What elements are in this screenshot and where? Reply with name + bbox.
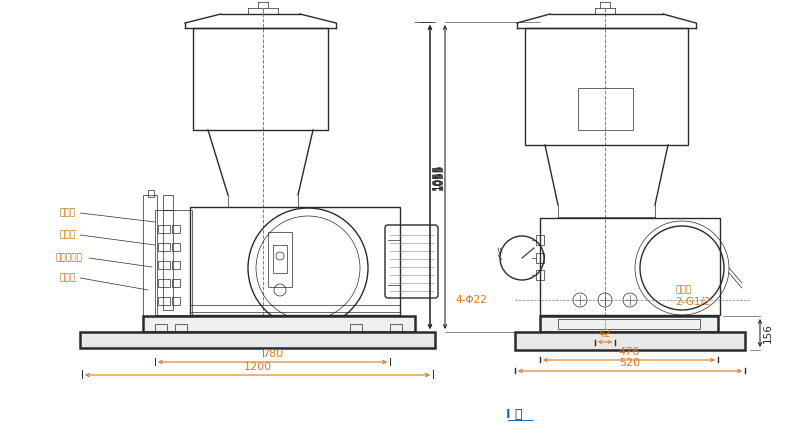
Bar xyxy=(350,324,362,332)
Bar xyxy=(525,28,688,145)
Bar xyxy=(80,332,435,348)
Bar xyxy=(190,207,400,315)
Bar xyxy=(536,235,544,245)
Text: 二位四通阀: 二位四通阀 xyxy=(55,253,82,263)
Bar xyxy=(536,253,544,263)
Text: 溢流阀: 溢流阀 xyxy=(60,208,76,218)
Text: 1200: 1200 xyxy=(243,362,272,372)
Bar xyxy=(558,319,700,329)
Bar xyxy=(158,279,170,287)
Text: 出油口: 出油口 xyxy=(675,285,691,295)
Bar xyxy=(175,324,187,332)
Bar xyxy=(158,243,170,251)
Bar xyxy=(143,316,415,332)
Bar xyxy=(172,297,180,305)
Bar xyxy=(172,225,180,233)
Text: 1055: 1055 xyxy=(435,164,445,190)
Text: 4-Φ22: 4-Φ22 xyxy=(455,295,487,305)
Text: 压力表: 压力表 xyxy=(60,230,76,239)
Text: 780: 780 xyxy=(262,349,283,359)
Text: 1055: 1055 xyxy=(434,164,444,190)
Text: 42: 42 xyxy=(599,329,611,339)
Bar xyxy=(578,88,633,130)
Bar xyxy=(158,297,170,305)
Text: 集油器: 集油器 xyxy=(60,274,76,282)
Bar xyxy=(515,332,745,350)
Bar xyxy=(155,324,167,332)
Bar xyxy=(193,28,328,130)
Bar xyxy=(172,279,180,287)
Bar xyxy=(158,225,170,233)
Bar xyxy=(172,261,180,269)
Bar xyxy=(273,245,287,273)
Text: 1055: 1055 xyxy=(433,164,443,190)
Text: 156: 156 xyxy=(763,323,773,343)
Bar xyxy=(390,324,402,332)
Text: 1055: 1055 xyxy=(432,164,442,190)
Text: 476: 476 xyxy=(618,347,640,357)
Bar xyxy=(163,210,173,310)
Bar xyxy=(540,316,718,332)
Text: 型: 型 xyxy=(514,409,521,422)
Bar xyxy=(268,232,292,287)
Bar xyxy=(163,195,173,210)
Bar xyxy=(172,243,180,251)
Text: 2-G1/2: 2-G1/2 xyxy=(675,297,711,307)
Bar xyxy=(148,190,154,197)
Text: 520: 520 xyxy=(620,358,641,368)
Bar xyxy=(158,261,170,269)
Text: I: I xyxy=(505,409,510,422)
Bar xyxy=(536,270,544,280)
Bar xyxy=(540,218,720,315)
Bar xyxy=(143,195,157,320)
Bar xyxy=(155,210,192,315)
